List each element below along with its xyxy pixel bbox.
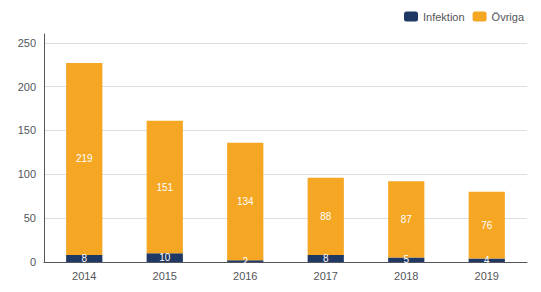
svg-text:151: 151 [156, 182, 173, 193]
svg-text:50: 50 [24, 212, 36, 224]
svg-text:0: 0 [30, 256, 36, 268]
svg-text:2018: 2018 [394, 270, 418, 282]
svg-text:2016: 2016 [233, 270, 257, 282]
svg-text:87: 87 [401, 214, 413, 225]
svg-text:2015: 2015 [153, 270, 177, 282]
svg-text:134: 134 [237, 196, 254, 207]
svg-text:2014: 2014 [72, 270, 96, 282]
svg-text:Infektion: Infektion [423, 11, 465, 23]
svg-text:8: 8 [323, 253, 329, 264]
svg-text:219: 219 [76, 153, 93, 164]
svg-text:4: 4 [484, 255, 490, 266]
svg-text:250: 250 [18, 37, 36, 49]
svg-text:8: 8 [81, 253, 87, 264]
svg-text:10: 10 [159, 252, 171, 263]
svg-text:150: 150 [18, 124, 36, 136]
svg-text:88: 88 [320, 211, 332, 222]
svg-text:2: 2 [242, 256, 248, 267]
svg-text:2019: 2019 [475, 270, 499, 282]
svg-text:2017: 2017 [314, 270, 338, 282]
svg-text:100: 100 [18, 168, 36, 180]
svg-text:76: 76 [481, 220, 493, 231]
svg-text:5: 5 [403, 254, 409, 265]
svg-text:200: 200 [18, 81, 36, 93]
svg-text:Övriga: Övriga [492, 11, 525, 23]
